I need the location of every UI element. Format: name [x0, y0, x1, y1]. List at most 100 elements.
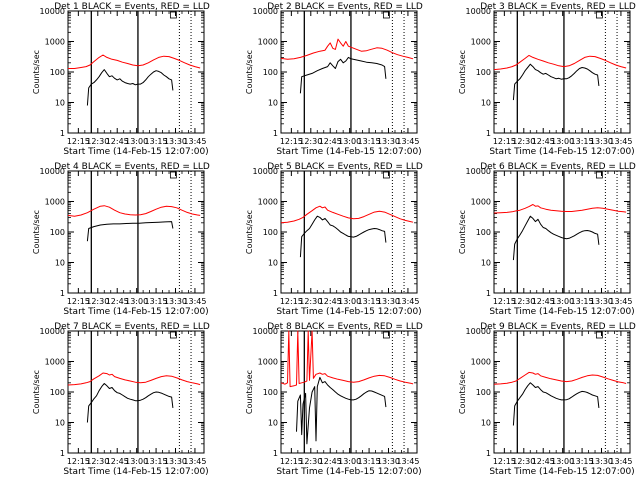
- x-tick-label: 13:15: [571, 137, 594, 146]
- x-axis-label: Start Time (14-Feb-15 12:07:00): [276, 307, 421, 317]
- x-tick-label: 13:45: [183, 297, 206, 306]
- y-tick-label: 10: [55, 99, 65, 108]
- y-tick-label: 1000: [471, 198, 491, 207]
- plot-frame: [67, 330, 205, 454]
- panel-title: Det 6 BLACK = Events, RED = LLD: [480, 162, 636, 172]
- x-tick-label: 12:45: [319, 457, 342, 466]
- flag-box: [169, 331, 177, 339]
- flag-box: [169, 171, 177, 179]
- y-axis-label: Counts/sec: [32, 370, 41, 414]
- panel-title: Det 4 BLACK = Events, RED = LLD: [54, 162, 210, 172]
- detector-panel-2: Det 2 BLACK = Events, RED = LLD 1 10 100 100…: [245, 2, 423, 157]
- x-tick-label: 13:15: [358, 137, 381, 146]
- panel-title: Det 2 BLACK = Events, RED = LLD: [267, 2, 423, 12]
- x-tick-label: 13:15: [358, 457, 381, 466]
- events-series-line: [512, 63, 600, 101]
- x-tick-label: 13:00: [551, 457, 574, 466]
- y-axis-label: Counts/sec: [458, 370, 467, 414]
- x-tick-label: 13:00: [338, 457, 361, 466]
- detector-panel-8: Det 8 BLACK = Events, RED = LLD 1 10 100 100…: [245, 322, 423, 477]
- lld-series-line: [280, 38, 414, 60]
- plot-frame: [493, 330, 631, 454]
- y-tick-label: 10: [481, 99, 491, 108]
- x-tick-label: 12:45: [532, 137, 555, 146]
- x-tick-label: 13:30: [164, 297, 187, 306]
- x-tick-label: 12:45: [319, 297, 342, 306]
- flag-box: [382, 171, 390, 179]
- x-axis-label: Start Time (14-Feb-15 12:07:00): [276, 467, 421, 477]
- lld-series-line: [280, 330, 414, 388]
- x-axis-label: Start Time (14-Feb-15 12:07:00): [63, 147, 208, 157]
- lld-series-line: [493, 371, 627, 385]
- y-tick-label: 10: [55, 259, 65, 268]
- y-tick-label: 1000: [258, 358, 278, 367]
- y-tick-label: 1000: [45, 38, 65, 47]
- x-tick-label: 12:30: [512, 297, 535, 306]
- panel-title: Det 5 BLACK = Events, RED = LLD: [267, 162, 423, 172]
- y-tick-label: 10000: [253, 167, 278, 176]
- detector-panel-3: Det 3 BLACK = Events, RED = LLD 1 10 100 100…: [458, 2, 636, 157]
- panel-title: Det 1 BLACK = Events, RED = LLD: [54, 2, 210, 12]
- y-axis-label: Counts/sec: [32, 50, 41, 94]
- x-tick-label: 13:00: [125, 137, 148, 146]
- y-axis-label: Counts/sec: [458, 210, 467, 254]
- panel-title: Det 7 BLACK = Events, RED = LLD: [54, 322, 210, 332]
- y-tick-label: 100: [263, 68, 278, 77]
- plot-frame: [67, 10, 205, 134]
- plot-frame: [493, 170, 631, 294]
- y-tick-label: 10000: [253, 327, 278, 336]
- x-axis-label: Start Time (14-Feb-15 12:07:00): [63, 467, 208, 477]
- x-tick-label: 12:45: [319, 137, 342, 146]
- x-axis-label: Start Time (14-Feb-15 12:07:00): [63, 307, 208, 317]
- events-series-line: [296, 376, 387, 445]
- x-tick-label: 13:30: [377, 137, 400, 146]
- x-tick-label: 12:30: [299, 297, 322, 306]
- x-tick-label: 12:30: [86, 297, 109, 306]
- y-tick-label: 1000: [471, 38, 491, 47]
- x-tick-label: 13:45: [609, 297, 632, 306]
- y-tick-label: 100: [476, 68, 491, 77]
- x-tick-label: 13:00: [125, 297, 148, 306]
- plot-frame: [280, 170, 418, 294]
- y-tick-label: 1: [273, 449, 278, 458]
- y-tick-label: 10: [55, 419, 65, 428]
- detector-panel-7: Det 7 BLACK = Events, RED = LLD 1 10 100 100…: [32, 322, 210, 477]
- x-tick-label: 12:30: [299, 137, 322, 146]
- detector-panel-9: Det 9 BLACK = Events, RED = LLD 1 10 100 100…: [458, 322, 636, 477]
- flag-box: [595, 171, 603, 179]
- lld-series-line: [68, 54, 201, 69]
- x-tick-label: 12:45: [106, 457, 129, 466]
- panel-title: Det 8 BLACK = Events, RED = LLD: [267, 322, 423, 332]
- y-tick-label: 100: [476, 388, 491, 397]
- y-tick-label: 10000: [40, 167, 65, 176]
- plot-frame: [493, 10, 631, 134]
- x-axis-label: Start Time (14-Feb-15 12:07:00): [489, 467, 634, 477]
- x-tick-label: 12:15: [493, 297, 516, 306]
- events-series-line: [86, 221, 174, 242]
- y-tick-label: 1000: [258, 198, 278, 207]
- events-series-line: [86, 383, 174, 423]
- y-tick-label: 10000: [40, 7, 65, 16]
- x-tick-label: 13:30: [377, 297, 400, 306]
- y-tick-label: 1: [486, 449, 491, 458]
- x-tick-label: 12:45: [106, 137, 129, 146]
- x-tick-label: 13:15: [145, 297, 168, 306]
- y-tick-label: 10000: [40, 327, 65, 336]
- x-tick-label: 12:30: [299, 457, 322, 466]
- x-axis-label: Start Time (14-Feb-15 12:07:00): [489, 307, 634, 317]
- x-tick-label: 13:15: [145, 457, 168, 466]
- y-tick-label: 1: [273, 289, 278, 298]
- x-tick-label: 13:45: [396, 297, 419, 306]
- y-tick-label: 10000: [466, 167, 491, 176]
- x-tick-label: 12:15: [67, 457, 90, 466]
- lld-series-line: [493, 54, 627, 71]
- y-tick-label: 100: [50, 228, 65, 237]
- y-tick-label: 100: [263, 388, 278, 397]
- y-tick-label: 100: [50, 68, 65, 77]
- events-series-line: [512, 215, 600, 261]
- y-tick-label: 10: [481, 419, 491, 428]
- x-tick-label: 12:15: [67, 137, 90, 146]
- x-tick-label: 12:30: [86, 457, 109, 466]
- panel-title: Det 3 BLACK = Events, RED = LLD: [480, 2, 636, 12]
